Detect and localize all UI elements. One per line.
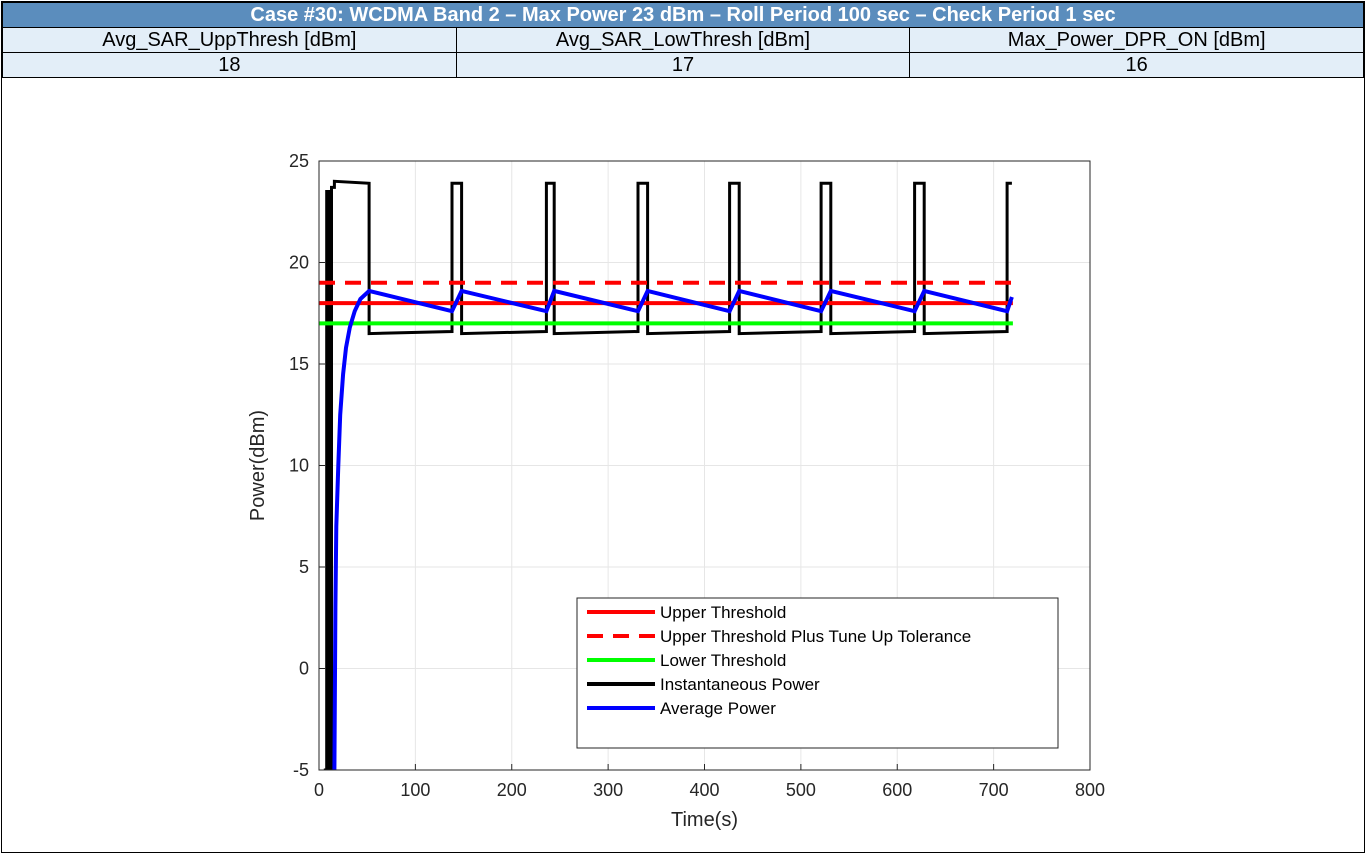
x-axis-label: Time(s): [671, 809, 738, 831]
max-power-value: 16: [909, 52, 1364, 78]
y-tick-label: 25: [289, 152, 309, 171]
x-tick-label: 700: [979, 780, 1009, 800]
legend-entry-label: Upper Threshold Plus Tune Up Tolerance: [660, 627, 971, 646]
legend-entry-label: Average Power: [660, 699, 776, 718]
x-tick-label: 300: [593, 780, 623, 800]
y-tick-label: -5: [293, 760, 309, 780]
y-tick-label: 15: [289, 354, 309, 374]
col-upper-threshold-label: Avg_SAR_UppThresh [dBm]: [2, 27, 457, 53]
legend-entry-label: Upper Threshold: [660, 603, 786, 622]
col-max-power-label: Max_Power_DPR_ON [dBm]: [909, 27, 1364, 53]
legend-box: [576, 597, 1059, 749]
case-title: Case #30: WCDMA Band 2 – Max Power 23 dB…: [2, 2, 1364, 28]
plot-area: [319, 179, 1014, 770]
legend-entry-label: Lower Threshold: [660, 651, 786, 670]
x-tick-label: 400: [689, 780, 719, 800]
x-tick-label: 800: [1075, 780, 1105, 800]
series-line-instantaneous-power: [323, 179, 1012, 770]
x-tick-label: 200: [497, 780, 527, 800]
y-tick-label: 0: [299, 659, 309, 679]
x-tick-label: 600: [882, 780, 912, 800]
x-tick-label: 100: [400, 780, 430, 800]
y-tick-label: 5: [299, 557, 309, 577]
case-header-table: Case #30: WCDMA Band 2 – Max Power 23 dB…: [2, 2, 1364, 78]
y-tick-label: 20: [289, 253, 309, 273]
series-line-average-power: [332, 288, 1014, 770]
axes-box: [318, 160, 1091, 771]
legend: Upper Threshold Upper Threshold Plus Tune…: [576, 597, 1059, 749]
x-tick-label: 500: [786, 780, 816, 800]
col-lower-threshold-label: Avg_SAR_LowThresh [dBm]: [455, 27, 911, 53]
upper-threshold-value: 18: [2, 52, 457, 78]
lower-threshold-value: 17: [455, 52, 911, 78]
x-tick-label: 0: [314, 780, 324, 800]
legend-entry-label: Instantaneous Power: [660, 675, 820, 694]
y-axis-label: Power(dBm): [247, 410, 269, 521]
y-tick-label: 10: [289, 456, 309, 476]
